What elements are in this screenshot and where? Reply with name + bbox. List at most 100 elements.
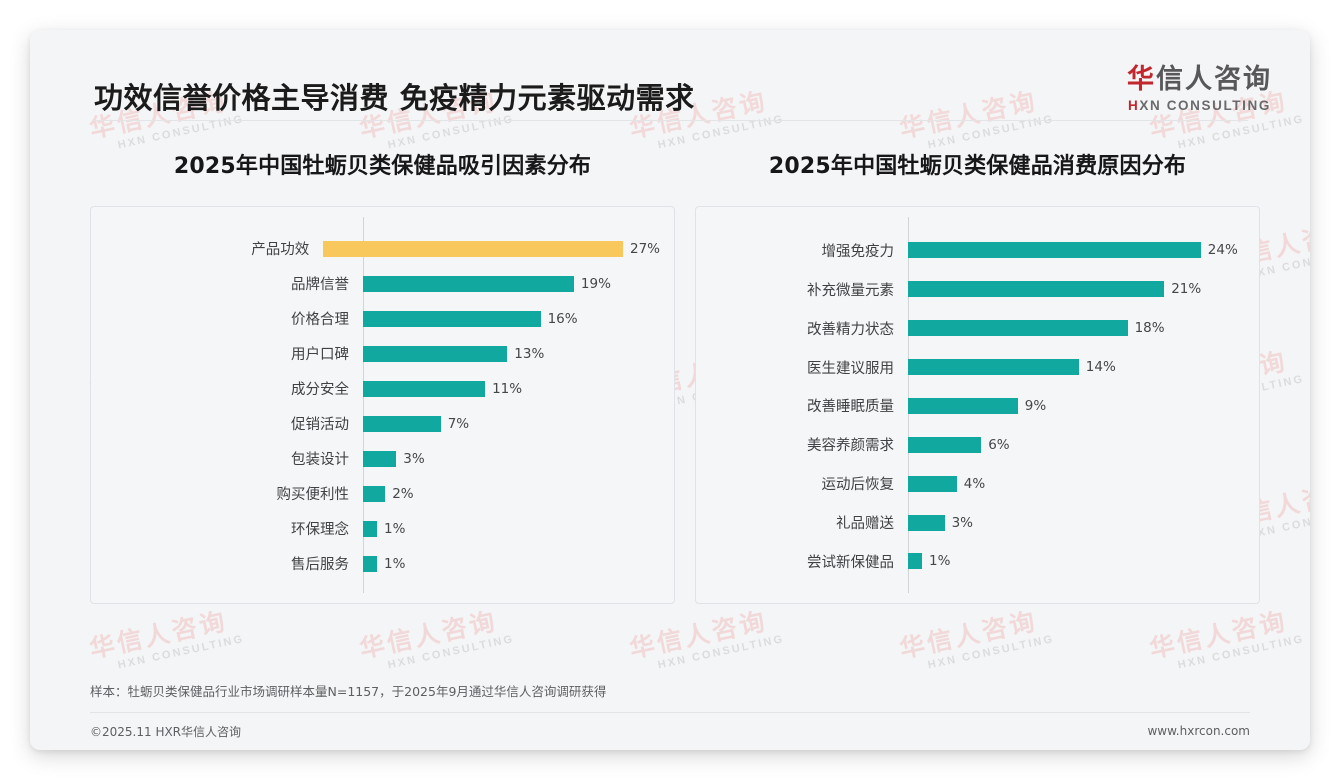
bar-fill bbox=[363, 485, 386, 502]
bar-fill bbox=[908, 475, 957, 492]
logo-chinese-rest: 信人咨询 bbox=[1156, 64, 1272, 95]
bar-value-label: 27% bbox=[629, 240, 660, 257]
bar-list-left: 产品功效 27% 品牌信誉 19% 价格合理 16% 用户口碑 13% 成分安全 11% 促销活动 7… bbox=[91, 231, 660, 581]
bar-row: 品牌信誉 19% bbox=[91, 274, 660, 294]
bar-category-label: 改善睡眠质量 bbox=[807, 399, 894, 416]
bar-category-label: 促销活动 bbox=[291, 417, 349, 433]
bar-track: 1% bbox=[363, 554, 660, 574]
page-title: 功效信誉价格主导消费 免疫精力元素驱动需求 bbox=[94, 81, 695, 115]
bar-value-label: 4% bbox=[963, 475, 986, 492]
bar-fill bbox=[908, 281, 1165, 298]
bar-track: 19% bbox=[363, 274, 660, 294]
bar-row: 尝试新保健品 1% bbox=[696, 551, 1245, 571]
bar-value-label: 19% bbox=[580, 275, 611, 292]
bar-row: 成分安全 11% bbox=[91, 379, 660, 399]
bar-fill bbox=[363, 450, 397, 467]
chart-panel-left: 产品功效 27% 品牌信誉 19% 价格合理 16% 用户口碑 13% 成分安全 11% 促销活动 7… bbox=[90, 206, 675, 604]
bar-category-label: 购买便利性 bbox=[276, 487, 350, 503]
footer-bar: ©2025.11 HXR华信人咨询 www.hxrcon.com bbox=[30, 712, 1310, 750]
bar-row: 礼品赠送 3% bbox=[696, 513, 1245, 533]
bar-value-label: 9% bbox=[1024, 397, 1047, 414]
bar-fill bbox=[908, 553, 922, 570]
bar-row: 美容养颜需求 6% bbox=[696, 435, 1245, 455]
bar-fill bbox=[363, 520, 377, 537]
bar-row: 改善精力状态 18% bbox=[696, 318, 1245, 338]
bar-value-label: 1% bbox=[929, 553, 951, 570]
chart-column-consumption-reasons: 2025年中国牡蛎贝类保健品消费原因分布 增强免疫力 24% 补充微量元素 21% 改善… bbox=[695, 148, 1260, 604]
bar-track: 9% bbox=[908, 396, 1245, 416]
bar-row: 改善睡眠质量 9% bbox=[696, 396, 1245, 416]
bar-fill bbox=[908, 436, 982, 453]
bar-fill bbox=[363, 310, 541, 327]
slide-card: 华信人咨询 HXN CONSULTING 华信人咨询 HXN CONSULTING 华信… bbox=[30, 30, 1310, 750]
bar-row: 补充微量元素 21% bbox=[696, 279, 1245, 299]
bar-fill bbox=[363, 415, 441, 432]
bar-row: 用户口碑 13% bbox=[91, 344, 660, 364]
logo-english-rest: XN CONSULTING bbox=[1139, 98, 1271, 113]
bar-category-label: 包装设计 bbox=[291, 452, 349, 468]
logo-chinese-accent: 华 bbox=[1127, 64, 1156, 95]
chart-column-attraction-factors: 2025年中国牡蛎贝类保健品吸引因素分布 产品功效 27% 品牌信誉 19% 价格合理 1… bbox=[90, 148, 675, 604]
bar-value-label: 21% bbox=[1171, 281, 1202, 298]
bar-category-label: 礼品赠送 bbox=[836, 516, 894, 533]
bar-value-label: 3% bbox=[403, 450, 425, 467]
slide-header: 功效信誉价格主导消费 免疫精力元素驱动需求 华信人咨询 HXN CONSULTI… bbox=[30, 30, 1310, 122]
logo-chinese: 华信人咨询 bbox=[1127, 57, 1272, 96]
watermark-chinese: 华信人咨询 bbox=[896, 606, 1040, 664]
bar-track: 3% bbox=[908, 513, 1245, 533]
bar-track: 3% bbox=[363, 449, 660, 469]
bar-row: 运动后恢复 4% bbox=[696, 474, 1245, 494]
bar-category-label: 价格合理 bbox=[291, 312, 349, 328]
bar-track: 24% bbox=[908, 240, 1245, 260]
bar-category-label: 售后服务 bbox=[291, 557, 349, 573]
bar-value-label: 6% bbox=[988, 436, 1010, 453]
bar-fill bbox=[908, 514, 945, 531]
watermark-chinese: 华信人咨询 bbox=[86, 606, 230, 664]
bar-category-label: 美容养颜需求 bbox=[807, 438, 894, 455]
bar-fill bbox=[363, 345, 508, 362]
bar-fill bbox=[363, 555, 377, 572]
bar-category-label: 用户口碑 bbox=[291, 347, 349, 363]
watermark-english: HXN CONSULTING bbox=[116, 632, 246, 672]
website-link[interactable]: www.hxrcon.com bbox=[1147, 724, 1250, 738]
bar-value-label: 1% bbox=[384, 555, 406, 572]
bar-track: 2% bbox=[363, 484, 660, 504]
bar-category-label: 增强免疫力 bbox=[821, 243, 895, 260]
bar-track: 6% bbox=[908, 435, 1245, 455]
bar-category-label: 产品功效 bbox=[251, 242, 310, 258]
source-note: 样本：牡蛎贝类保健品行业市场调研样本量N=1157，于2025年9月通过华信人咨… bbox=[90, 681, 1250, 713]
chart-title-right: 2025年中国牡蛎贝类保健品消费原因分布 bbox=[768, 154, 1187, 179]
bar-track: 21% bbox=[908, 279, 1245, 299]
bar-category-label: 医生建议服用 bbox=[807, 360, 894, 377]
bar-track: 18% bbox=[908, 318, 1245, 338]
bar-category-label: 改善精力状态 bbox=[807, 321, 894, 338]
watermark-english: HXN CONSULTING bbox=[656, 632, 786, 672]
bar-row: 增强免疫力 24% bbox=[696, 240, 1245, 260]
bar-value-label: 11% bbox=[492, 380, 523, 397]
bar-row: 价格合理 16% bbox=[91, 309, 660, 329]
bar-fill bbox=[908, 320, 1128, 337]
bar-row: 产品功效 27% bbox=[91, 239, 660, 259]
bar-fill bbox=[908, 359, 1079, 376]
bar-fill bbox=[908, 242, 1201, 259]
bar-fill bbox=[908, 397, 1018, 414]
bar-fill bbox=[323, 240, 623, 257]
bar-track: 13% bbox=[363, 344, 660, 364]
bar-value-label: 1% bbox=[384, 520, 406, 537]
watermark-chinese: 华信人咨询 bbox=[1146, 606, 1290, 664]
copyright-text: ©2025.11 HXR华信人咨询 bbox=[90, 724, 242, 739]
bar-category-label: 尝试新保健品 bbox=[807, 554, 894, 571]
chart-panel-right: 增强免疫力 24% 补充微量元素 21% 改善精力状态 18% 医生建议服用 14% 改善睡眠质… bbox=[695, 206, 1260, 604]
chart-title-left: 2025年中国牡蛎贝类保健品吸引因素分布 bbox=[173, 154, 592, 179]
bar-list-right: 增强免疫力 24% 补充微量元素 21% 改善精力状态 18% 医生建议服用 14% 改善睡眠质… bbox=[696, 231, 1245, 581]
watermark-english: HXN CONSULTING bbox=[926, 632, 1056, 672]
bar-track: 27% bbox=[323, 239, 660, 259]
watermark-english: HXN CONSULTING bbox=[386, 632, 516, 672]
bar-category-label: 成分安全 bbox=[291, 382, 349, 398]
bar-value-label: 7% bbox=[447, 415, 470, 432]
bar-fill bbox=[363, 275, 574, 292]
